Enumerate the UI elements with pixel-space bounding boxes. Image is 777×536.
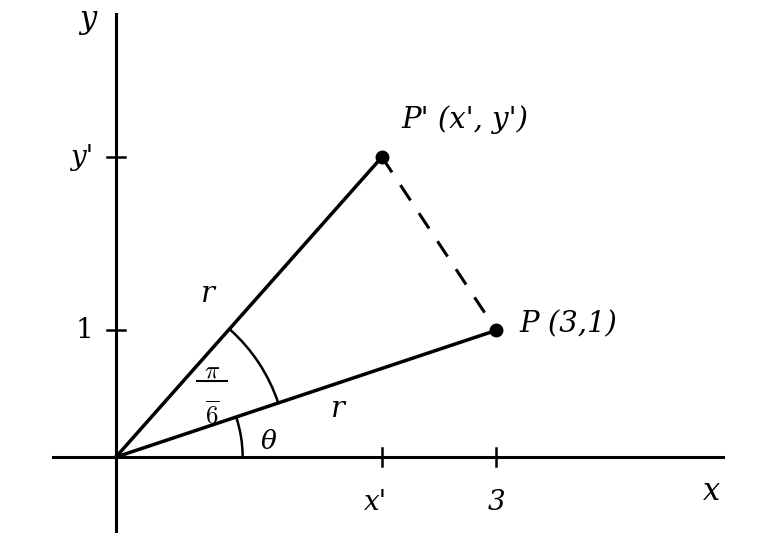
Text: θ: θ	[260, 429, 277, 453]
Text: r: r	[201, 280, 215, 308]
Text: x: x	[703, 476, 720, 507]
Text: $\pi$: $\pi$	[204, 360, 220, 383]
Text: P (3,1): P (3,1)	[519, 310, 617, 338]
Text: x': x'	[364, 489, 387, 516]
Text: r: r	[331, 395, 345, 423]
Text: P' (x', y'): P' (x', y')	[401, 106, 528, 134]
Text: $\overline{6}$: $\overline{6}$	[205, 400, 219, 428]
Text: 3: 3	[487, 489, 505, 516]
Text: 1: 1	[75, 317, 93, 344]
Text: y': y'	[70, 144, 93, 170]
Text: y: y	[79, 4, 96, 35]
